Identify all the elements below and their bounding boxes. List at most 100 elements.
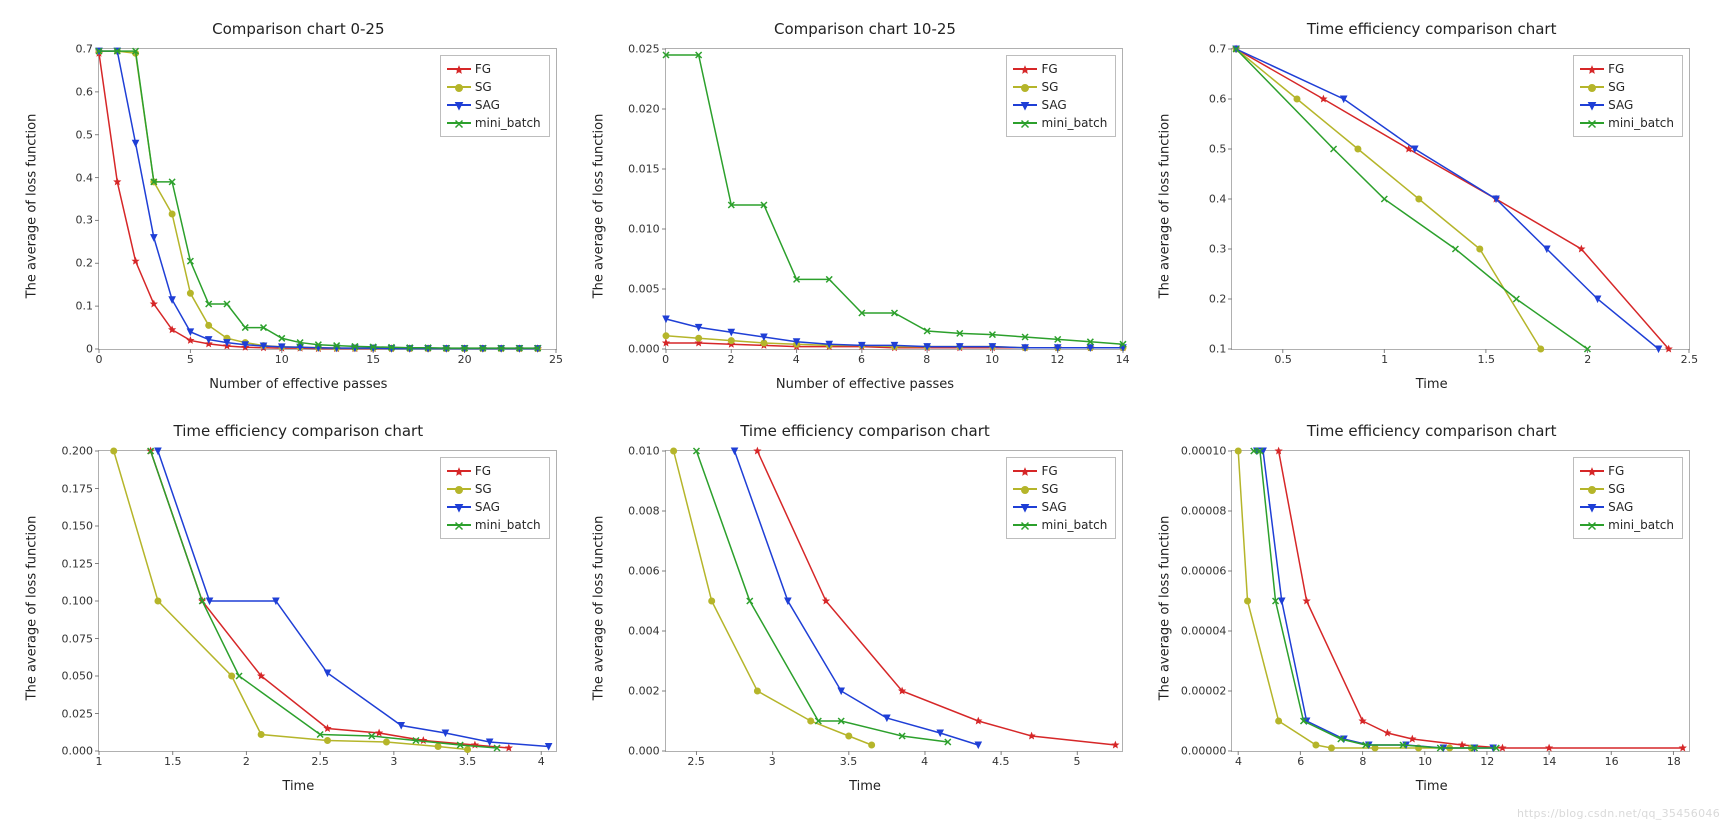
y-tick-label: 0.006: [628, 565, 666, 578]
legend-line-icon: [447, 122, 471, 124]
series-line-SG: [114, 451, 468, 750]
series-marker-SG: [868, 742, 874, 748]
legend-label: mini_batch: [475, 518, 541, 532]
x-axis-label: Number of effective passes: [597, 377, 1134, 392]
series-line-mini_batch: [1254, 451, 1496, 748]
series-marker-mini_batch: [1453, 246, 1459, 252]
series-marker-SG: [258, 732, 264, 738]
series-marker-SAG: [1279, 598, 1285, 604]
legend-label: FG: [1608, 464, 1624, 478]
chart-title: Time efficiency comparison chart: [597, 422, 1134, 440]
legend-item-SAG: SAG: [1580, 498, 1674, 516]
series-marker-mini_batch: [236, 673, 242, 679]
x-tick-label: 8: [1359, 751, 1366, 768]
legend-line-icon: [447, 104, 471, 106]
chart-title: Comparison chart 10-25: [597, 20, 1134, 38]
chart-title: Comparison chart 0-25: [30, 20, 567, 38]
legend-item-SG: SG: [1013, 480, 1107, 498]
series-marker-SAG: [133, 140, 139, 146]
x-tick-label: 18: [1667, 751, 1681, 768]
y-tick-label: 0.4: [76, 171, 100, 184]
legend-marker-icon: [454, 485, 464, 495]
legend-marker-icon: [1587, 83, 1597, 93]
legend-item-SAG: SAG: [1013, 96, 1107, 114]
legend-item-FG: FG: [447, 462, 541, 480]
legend-item-SAG: SAG: [447, 498, 541, 516]
legend: FGSGSAGmini_batch: [440, 457, 550, 539]
legend-line-icon: [1013, 506, 1037, 508]
series-marker-FG: [1547, 745, 1553, 750]
x-tick-label: 4.5: [992, 751, 1010, 768]
legend: FGSGSAGmini_batch: [1573, 55, 1683, 137]
x-tick-label: 4: [921, 751, 928, 768]
series-marker-FG: [1304, 598, 1310, 603]
plot-area: 0.511.522.50.10.20.30.40.50.60.7FGSGSAGm…: [1231, 48, 1690, 350]
y-tick-label: 0: [86, 343, 99, 356]
series-marker-FG: [754, 448, 760, 453]
x-tick-label: 2: [243, 751, 250, 768]
legend-line-icon: [447, 86, 471, 88]
y-tick-label: 0.2: [1209, 293, 1233, 306]
series-marker-SG: [708, 598, 714, 604]
y-tick-label: 0.025: [628, 43, 666, 56]
legend-marker-icon: [1020, 65, 1030, 75]
x-tick-label: 2.5: [311, 751, 329, 768]
legend-marker-icon: [1587, 521, 1597, 531]
legend-item-FG: FG: [1013, 462, 1107, 480]
x-tick-label: 2: [727, 349, 734, 366]
legend-marker-icon: [454, 83, 464, 93]
legend-line-icon: [1013, 524, 1037, 526]
legend-label: SAG: [475, 98, 500, 112]
legend-label: FG: [1041, 62, 1057, 76]
series-marker-SG: [1355, 146, 1361, 152]
series-line-SAG: [1257, 451, 1493, 748]
y-tick-label: 0.020: [628, 103, 666, 116]
series-marker-mini_batch: [1382, 196, 1388, 202]
legend-marker-icon: [1587, 467, 1597, 477]
series-line-SAG: [734, 451, 978, 745]
legend-marker-icon: [1020, 467, 1030, 477]
legend-marker-icon: [1587, 485, 1597, 495]
series-marker-SG: [695, 335, 701, 341]
series-marker-SG: [383, 739, 389, 745]
legend-item-SG: SG: [447, 78, 541, 96]
y-tick-label: 0.000: [628, 343, 666, 356]
chart-title: Time efficiency comparison chart: [1163, 20, 1700, 38]
legend-label: FG: [1608, 62, 1624, 76]
series-marker-FG: [506, 745, 512, 750]
x-tick-label: 1.5: [1477, 349, 1495, 366]
legend-line-icon: [1013, 68, 1037, 70]
series-marker-SG: [229, 673, 235, 679]
y-axis-label: The average of loss function: [25, 423, 40, 608]
legend-line-icon: [1013, 86, 1037, 88]
legend-label: SG: [1608, 80, 1625, 94]
legend-item-SG: SG: [1580, 480, 1674, 498]
series-marker-FG: [376, 730, 382, 735]
legend-label: mini_batch: [1041, 518, 1107, 532]
series-marker-SAG: [169, 297, 175, 303]
legend-marker-icon: [1020, 83, 1030, 93]
series-marker-SG: [728, 338, 734, 344]
legend-line-icon: [1013, 470, 1037, 472]
legend-line-icon: [1580, 524, 1604, 526]
series-marker-SAG: [1656, 346, 1662, 352]
series-marker-FG: [1276, 448, 1282, 453]
legend-line-icon: [1580, 86, 1604, 88]
x-tick-label: 4: [538, 751, 545, 768]
x-axis-label: Time: [1163, 779, 1700, 794]
legend-item-mini_batch: mini_batch: [447, 114, 541, 132]
x-tick-label: 6: [1297, 751, 1304, 768]
series-marker-SG: [325, 738, 331, 744]
legend: FGSGSAGmini_batch: [1573, 457, 1683, 539]
x-tick-label: 0.5: [1274, 349, 1292, 366]
chart-panel-p11: Time efficiency comparison chartThe aver…: [597, 422, 1134, 794]
legend-item-FG: FG: [1580, 462, 1674, 480]
legend-marker-icon: [1587, 65, 1597, 75]
series-marker-FG: [1460, 742, 1466, 747]
series-marker-FG: [133, 258, 139, 263]
y-tick-label: 0.000: [628, 745, 666, 758]
series-line-mini_batch: [696, 451, 947, 742]
series-marker-FG: [151, 301, 157, 306]
series-marker-SG: [663, 333, 669, 339]
legend-marker-icon: [454, 65, 464, 75]
